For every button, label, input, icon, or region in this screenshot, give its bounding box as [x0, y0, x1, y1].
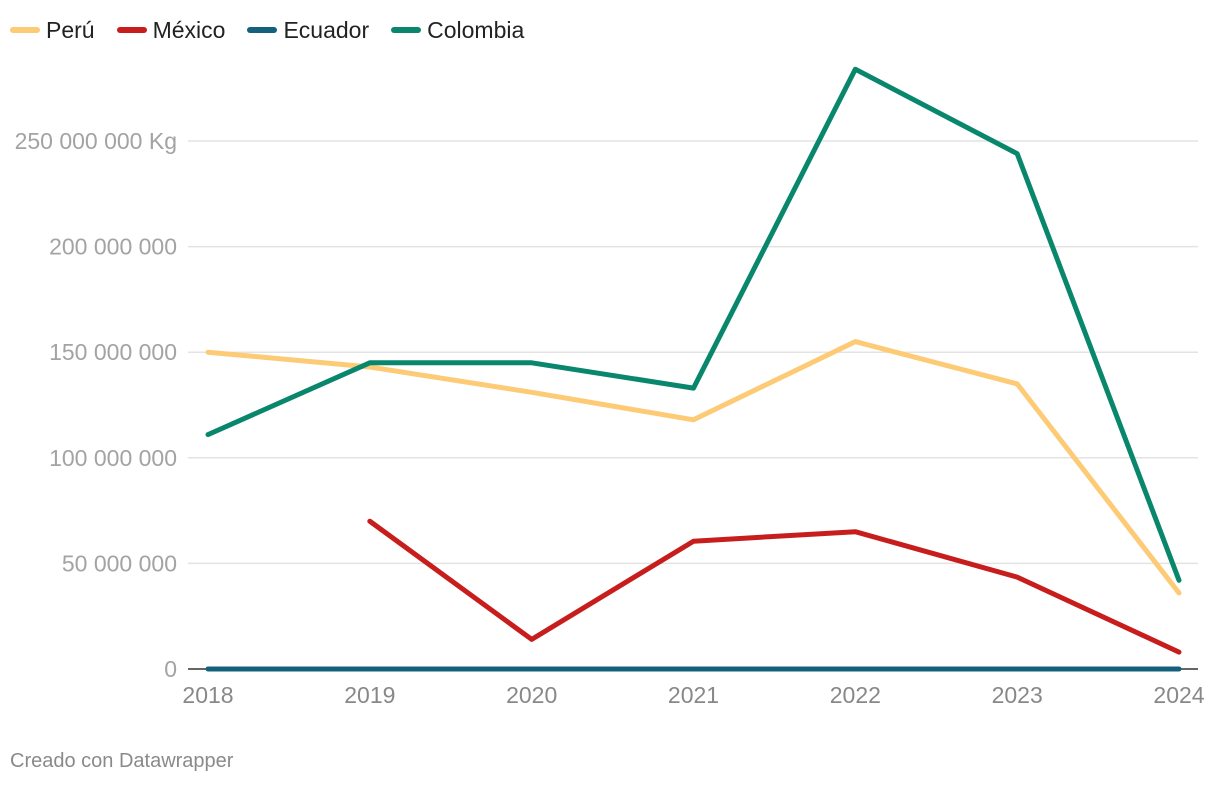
legend-swatch [391, 27, 422, 33]
x-tick-label: 2023 [992, 682, 1043, 708]
legend-swatch [247, 27, 278, 33]
legend-item-peru: Perú [10, 17, 95, 44]
legend-label: Ecuador [283, 16, 370, 43]
series-lines [205, 66, 1182, 672]
legend-item-ecuador: Ecuador [247, 17, 369, 44]
series-line-peru [205, 339, 1182, 596]
y-tick-label: 100 000 000 [49, 445, 177, 471]
y-tick-label: 50 000 000 [62, 550, 177, 576]
legend-swatch [116, 27, 147, 33]
legend-item-mexico: México [116, 16, 226, 44]
y-tick-label: 200 000 000 [49, 234, 177, 260]
credit-footer: Creado con Datawrapper [10, 750, 234, 772]
x-tick-label: 2022 [830, 682, 881, 708]
legend-label: Perú [46, 16, 95, 43]
legend-swatch [10, 27, 40, 33]
legend-label: México [152, 16, 226, 43]
x-tick-label: 2020 [506, 682, 557, 708]
y-tick-label: 0 [164, 656, 177, 682]
x-tick-label: 2018 [182, 682, 233, 708]
y-tick-label: 150 000 000 [49, 339, 177, 365]
gridlines [188, 140, 1198, 565]
x-tick-label: 2024 [1153, 682, 1204, 708]
series-line-colombia [205, 66, 1182, 583]
x-tick-label: 2019 [344, 682, 395, 708]
legend-label: Colombia [427, 16, 525, 43]
y-tick-label: 250 000 000 Kg [15, 128, 177, 154]
chart-legend: Perú México Ecuador Colombia [10, 16, 524, 44]
x-tick-label: 2021 [668, 682, 719, 708]
series-line-mexico [367, 518, 1182, 655]
axes: 0 50 000 000 100 000 000 150 000 000 200 000… [15, 128, 1205, 708]
legend-item-colombia: Colombia [391, 17, 524, 44]
